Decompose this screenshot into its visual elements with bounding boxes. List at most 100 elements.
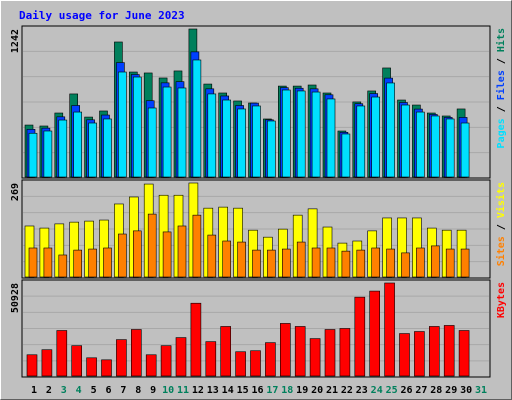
y-tick-label: 50928 [10,283,21,313]
bar [103,247,112,278]
bar [43,247,53,278]
bar [296,241,306,278]
legend-entry: Hits [495,28,507,52]
bar [341,250,351,278]
x-tick-label: 6 [105,385,111,396]
bar [26,354,38,377]
bar [324,329,336,377]
bar [371,96,381,178]
bar [281,89,291,178]
bar [88,248,97,278]
bar [235,351,246,377]
x-tick-label: 19 [296,385,308,396]
bar [267,249,276,278]
bar [309,338,321,377]
bar [326,98,336,178]
bar [399,333,410,377]
bar [103,118,112,178]
bar [190,302,202,377]
bar [177,87,187,178]
bar [43,130,53,178]
bar [458,330,470,377]
x-tick-label: 18 [281,385,293,396]
bar [445,248,455,278]
bar [28,132,38,178]
bar [205,341,217,377]
bar [354,296,366,377]
x-tick-label: 2 [46,385,52,396]
bar [207,93,217,178]
bar [237,241,246,278]
bar [220,326,231,377]
x-tick-label: 28 [430,385,442,396]
bar [118,233,127,278]
legend: Pages / Files / Hits [495,28,507,148]
bar [133,230,142,278]
bar [252,105,261,178]
bar [386,82,395,178]
bar [175,337,187,377]
bar [296,90,306,178]
bar [162,86,172,178]
bar [371,247,381,278]
x-tick-label: 29 [445,385,457,396]
bar [145,354,157,377]
x-tick-label: 3 [61,385,67,396]
x-tick-label: 16 [251,385,263,396]
x-tick-label: 30 [460,385,472,396]
x-tick-label: 27 [415,385,427,396]
bar [460,122,470,178]
x-tick-label: 14 [222,385,234,396]
bar [460,248,470,278]
bar [369,290,381,377]
bar [116,339,127,377]
bar [430,245,440,278]
legend-entry: Sites [495,236,507,266]
bar [428,326,440,377]
legend-separator: / [496,100,507,118]
bar [279,323,291,377]
bar [133,76,142,178]
x-tick-label: 21 [326,385,338,396]
bar [28,247,38,278]
bar [341,133,351,178]
bar [386,248,395,278]
x-tick-label: 4 [76,385,82,396]
y-tick-label: 269 [10,183,21,201]
bar [401,104,410,178]
bar [207,234,217,278]
bar [147,213,157,278]
legend-entry: Visits [495,182,507,218]
legend: KBytes [496,282,507,318]
bar [73,249,82,278]
chart-title: Daily usage for June 2023 [19,9,185,22]
x-tick-label: 24 [371,385,383,396]
x-tick-label: 31 [475,385,487,396]
bar [445,118,455,178]
bar [222,240,231,278]
x-tick-label: 15 [237,385,249,396]
bar [430,115,440,178]
bar [311,247,321,278]
legend-entry: KBytes [496,282,507,318]
bar [281,248,291,278]
x-tick-label: 7 [120,385,126,396]
bar [162,231,172,278]
bar [443,325,455,377]
bar [58,254,68,278]
x-tick-label: 5 [91,385,97,396]
legend: Sites / Visits [495,182,507,266]
bar [250,350,261,377]
bar [252,249,261,278]
bar [71,345,82,377]
legend-entry: Pages [496,118,507,148]
bar [356,105,366,178]
x-tick-label: 22 [341,385,353,396]
bar [147,107,157,178]
legend-entry: Files [495,70,507,100]
bar [88,122,97,178]
bar [416,247,425,278]
bar [416,111,425,178]
